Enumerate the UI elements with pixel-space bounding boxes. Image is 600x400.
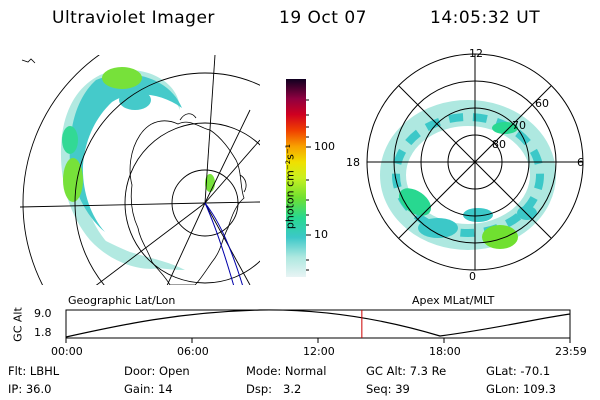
mlat-label-60: 60 — [535, 97, 549, 110]
altitude-ytick-max: 9.0 — [34, 307, 52, 320]
date-label: 19 Oct 07 — [279, 8, 367, 28]
geographic-image — [20, 55, 260, 285]
mlt-label-12: 12 — [469, 47, 483, 60]
left-panel-caption: Geographic Lat/Lon — [68, 294, 176, 307]
colorbar-tick-10: 10 — [314, 228, 328, 241]
mlat-label-70: 70 — [512, 119, 526, 132]
instrument-title: Ultraviolet Imager — [52, 8, 215, 28]
altitude-curve — [65, 309, 571, 338]
status-door: Door: Open — [124, 364, 190, 378]
latitude-grid — [22, 55, 260, 285]
auroral-emission-right — [380, 100, 556, 250]
status-ip: IP: 36.0 — [8, 382, 52, 396]
status-glat: GLat: -70.1 — [486, 364, 551, 378]
altitude-xtick-2: 12:00 — [303, 345, 335, 358]
satellite-track — [204, 202, 235, 285]
status-dsp: Dsp: 3.2 — [246, 382, 302, 396]
colorbar-unit-label: photon cm⁻²s⁻¹ — [283, 143, 297, 230]
mlt-label-6: 6 — [577, 156, 584, 169]
colorbar-tick-100: 100 — [314, 140, 335, 153]
continent-outline — [129, 120, 245, 285]
status-seq: Seq: 39 — [366, 382, 410, 396]
altitude-plot — [65, 309, 571, 343]
mlat-label-80: 80 — [492, 138, 506, 151]
altitude-xtick-1: 06:00 — [177, 345, 209, 358]
altitude-ytick-min: 1.8 — [34, 326, 52, 339]
magnetic-image — [366, 53, 584, 271]
status-gain: Gain: 14 — [124, 382, 173, 396]
mlt-label-0: 0 — [469, 270, 476, 283]
auroral-emission-left — [60, 67, 215, 270]
status-glon: GLon: 109.3 — [486, 382, 556, 396]
right-panel-caption: Apex MLat/MLT — [412, 294, 495, 307]
colorbar-ticks — [306, 99, 311, 271]
altitude-xtick-4: 23:59 — [555, 345, 587, 358]
status-flt: Flt: LBHL — [8, 364, 60, 378]
altitude-ylabel: GC Alt — [11, 307, 25, 342]
altitude-x-ticks — [65, 338, 571, 343]
status-mode: Mode: Normal — [246, 364, 327, 378]
mlt-label-18: 18 — [346, 156, 360, 169]
altitude-xtick-3: 18:00 — [429, 345, 461, 358]
time-label: 14:05:32 UT — [430, 8, 541, 28]
mlt-grid — [367, 54, 583, 270]
altitude-xtick-0: 00:00 — [51, 345, 83, 358]
status-gc-alt: GC Alt: 7.3 Re — [366, 364, 447, 378]
colorbar — [286, 79, 306, 277]
